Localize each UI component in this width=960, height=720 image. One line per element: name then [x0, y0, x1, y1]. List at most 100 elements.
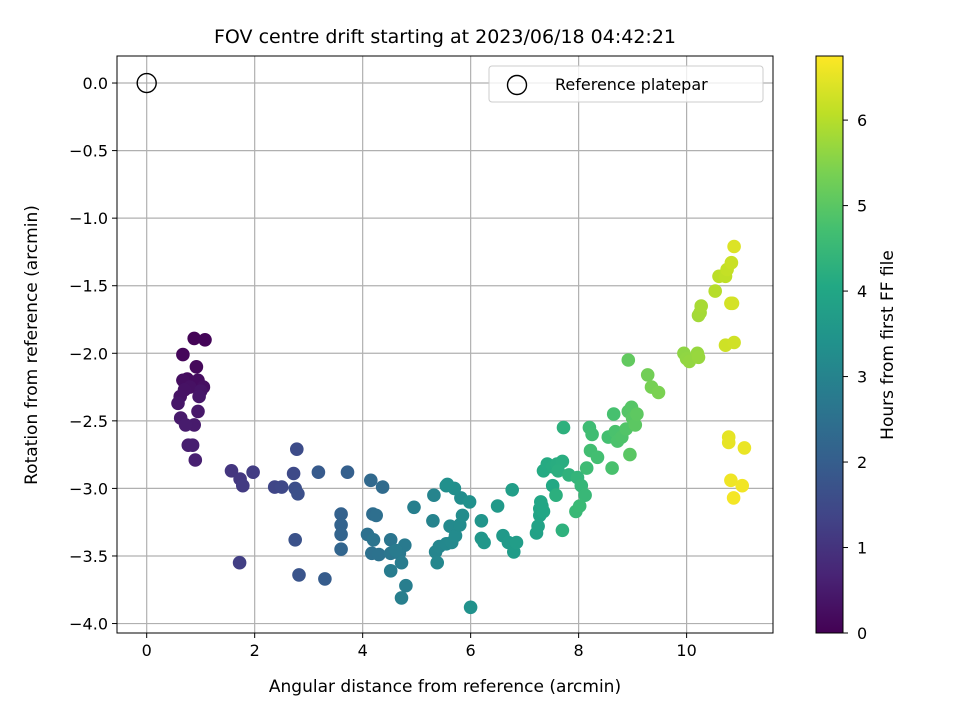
data-point: [224, 464, 239, 478]
data-point: [188, 453, 203, 467]
y-tick-label: −2.0: [69, 344, 108, 363]
y-tick-label: −1.5: [69, 277, 108, 296]
data-point: [372, 547, 386, 562]
data-point: [394, 555, 409, 570]
x-tick-label: 4: [358, 641, 368, 660]
data-point: [721, 435, 736, 450]
y-tick-label: −4.0: [69, 615, 108, 634]
data-point: [509, 535, 524, 550]
data-point: [578, 488, 592, 503]
data-point: [232, 555, 247, 570]
colorbar-tick-label: 2: [857, 453, 867, 472]
data-point: [534, 495, 548, 509]
data-point: [288, 533, 303, 547]
data-point: [334, 542, 348, 556]
data-point: [311, 465, 326, 480]
x-tick-label: 8: [574, 641, 584, 660]
data-point: [171, 396, 185, 411]
data-point: [292, 568, 306, 582]
y-tick-label: −1.0: [69, 209, 108, 228]
legend: Reference platepar: [488, 65, 764, 103]
data-point: [735, 478, 749, 493]
data-point: [725, 296, 740, 311]
data-point: [640, 368, 655, 382]
colorbar-tick-label: 1: [857, 539, 867, 558]
y-tick-label: −2.5: [69, 412, 108, 431]
data-point: [694, 299, 708, 313]
data-point: [737, 441, 752, 455]
data-point: [490, 499, 505, 513]
data-point: [290, 442, 304, 457]
data-point: [236, 478, 250, 493]
data-point: [426, 514, 440, 528]
data-point: [623, 447, 637, 462]
y-tick-label: −0.5: [69, 142, 108, 161]
x-axis-label: Angular distance from reference (arcmin): [269, 677, 621, 697]
data-point: [462, 495, 477, 509]
x-tick-label: 10: [676, 641, 696, 660]
data-point: [455, 508, 470, 523]
data-point: [187, 331, 201, 346]
data-point: [572, 499, 587, 513]
colorbar-tick-label: 0: [857, 624, 867, 643]
data-point: [383, 564, 398, 578]
data-point: [185, 438, 200, 453]
data-point: [727, 335, 741, 350]
chart-title: FOV centre drift starting at 2023/06/18 …: [214, 26, 676, 48]
data-point: [399, 578, 413, 593]
data-point: [630, 407, 644, 421]
data-point: [189, 360, 204, 374]
y-tick-label: −3.5: [69, 547, 108, 566]
plot-area: 0 2 4 6 8 10 0.0 −0.5 −1.0 −1.5 −2.0 −2.5 −3.0 −3.5 −…: [69, 55, 774, 660]
data-point: [474, 514, 489, 528]
reference-marker: [136, 72, 157, 94]
data-point: [708, 284, 722, 298]
data-point: [585, 427, 599, 442]
data-point: [551, 464, 565, 478]
data-point: [727, 239, 741, 254]
data-point: [334, 527, 348, 542]
data-point: [366, 533, 381, 547]
data-point: [340, 465, 355, 480]
data-point: [334, 507, 348, 521]
colorbar-tick-label: 3: [857, 368, 867, 387]
data-point: [274, 480, 289, 494]
data-points: [171, 239, 752, 615]
data-point: [621, 353, 636, 367]
data-point: [176, 347, 190, 362]
data-point: [724, 255, 739, 270]
data-point: [555, 523, 570, 538]
data-point: [556, 420, 571, 435]
data-point: [178, 418, 193, 432]
data-point: [691, 350, 706, 365]
data-point: [375, 480, 390, 494]
data-point: [726, 491, 741, 505]
x-tick-label: 0: [142, 641, 152, 660]
data-point: [606, 407, 621, 421]
data-point: [334, 518, 348, 532]
x-axis-ticks: 0 2 4 6 8 10: [142, 633, 697, 660]
colorbar: 0 1 2 3 4 5 6 Hours from first FF file: [815, 55, 898, 643]
data-point: [369, 508, 384, 523]
y-tick-label: −3.0: [69, 479, 108, 498]
data-point: [383, 533, 398, 547]
data-point: [286, 466, 301, 481]
data-point: [291, 487, 305, 501]
legend-open-circle-icon: [506, 74, 528, 96]
data-point: [364, 473, 378, 488]
data-point: [440, 477, 455, 492]
data-point: [394, 591, 409, 605]
colorbar-label: Hours from first FF file: [878, 250, 898, 440]
data-point: [590, 450, 605, 465]
data-point: [605, 461, 619, 475]
data-point: [531, 519, 545, 533]
data-point: [628, 418, 643, 432]
y-axis-ticks: 0.0 −0.5 −1.0 −1.5 −2.0 −2.5 −3.0 −3.5 −4.0: [69, 74, 117, 634]
data-point: [448, 528, 463, 543]
data-point: [191, 404, 205, 419]
data-point: [389, 543, 403, 558]
x-tick-label: 2: [250, 641, 260, 660]
colorbar-tick-label: 6: [857, 111, 867, 130]
data-point: [477, 535, 491, 550]
y-tick-label: 0.0: [83, 74, 108, 93]
